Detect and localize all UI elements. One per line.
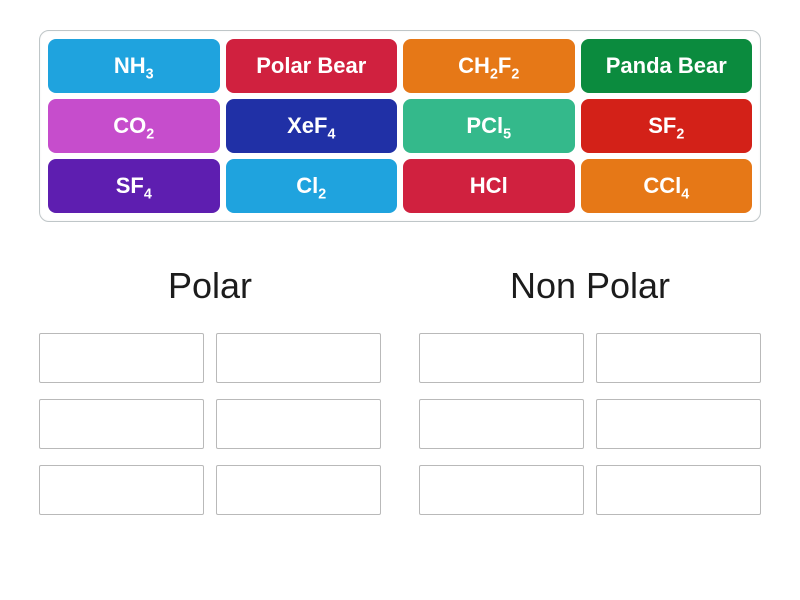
- category-non-polar-slot[interactable]: [419, 333, 584, 383]
- tile-polar-bear-label: Polar Bear: [256, 53, 366, 79]
- category-non-polar: Non Polar: [419, 265, 761, 515]
- tile-ch2f2[interactable]: CH2F2: [403, 39, 575, 93]
- category-non-polar-slot[interactable]: [596, 399, 761, 449]
- tile-polar-bear[interactable]: Polar Bear: [226, 39, 398, 93]
- tile-xef4-label: XeF4: [287, 113, 335, 139]
- tile-cl2-label: Cl2: [296, 173, 326, 199]
- tile-pcl5[interactable]: PCl5: [403, 99, 575, 153]
- category-polar-slot-grid: [39, 333, 381, 515]
- category-polar-slot[interactable]: [39, 465, 204, 515]
- tile-panda-bear[interactable]: Panda Bear: [581, 39, 753, 93]
- tile-panda-bear-label: Panda Bear: [606, 53, 727, 79]
- category-polar-slot[interactable]: [216, 333, 381, 383]
- tile-co2-label: CO2: [113, 113, 154, 139]
- tile-hcl[interactable]: HCl: [403, 159, 575, 213]
- tile-sf4[interactable]: SF4: [48, 159, 220, 213]
- tile-grid: NH3 Polar Bear CH2F2 Panda Bear CO2 XeF4 PCl5 S…: [48, 39, 752, 213]
- tile-sf2-label: SF2: [648, 113, 684, 139]
- category-polar-slot[interactable]: [39, 399, 204, 449]
- tile-sf2[interactable]: SF2: [581, 99, 753, 153]
- category-non-polar-slot[interactable]: [419, 399, 584, 449]
- category-polar-title: Polar: [39, 265, 381, 307]
- tile-co2[interactable]: CO2: [48, 99, 220, 153]
- tile-nh3-label: NH3: [114, 53, 154, 79]
- tile-nh3[interactable]: NH3: [48, 39, 220, 93]
- tile-xef4[interactable]: XeF4: [226, 99, 398, 153]
- tile-ch2f2-label: CH2F2: [458, 53, 519, 79]
- category-non-polar-slot-grid: [419, 333, 761, 515]
- source-tile-panel: NH3 Polar Bear CH2F2 Panda Bear CO2 XeF4 PCl5 S…: [39, 30, 761, 222]
- tile-pcl5-label: PCl5: [466, 113, 511, 139]
- tile-ccl4-label: CCl4: [643, 173, 689, 199]
- tile-sf4-label: SF4: [116, 173, 152, 199]
- category-polar-slot[interactable]: [216, 399, 381, 449]
- category-non-polar-slot[interactable]: [596, 465, 761, 515]
- category-polar-slot[interactable]: [216, 465, 381, 515]
- tile-ccl4[interactable]: CCl4: [581, 159, 753, 213]
- category-polar-slot[interactable]: [39, 333, 204, 383]
- tile-hcl-label: HCl: [470, 173, 508, 199]
- category-non-polar-slot[interactable]: [596, 333, 761, 383]
- tile-cl2[interactable]: Cl2: [226, 159, 398, 213]
- category-polar: Polar: [39, 265, 381, 515]
- categories-row: Polar Non Polar: [39, 265, 761, 515]
- category-non-polar-title: Non Polar: [419, 265, 761, 307]
- category-non-polar-slot[interactable]: [419, 465, 584, 515]
